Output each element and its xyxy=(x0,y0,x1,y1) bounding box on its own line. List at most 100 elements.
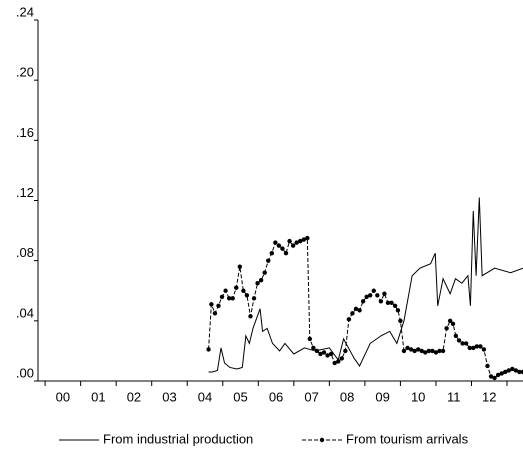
series-marker xyxy=(360,299,366,304)
series-marker xyxy=(412,348,417,354)
series-marker xyxy=(385,300,391,305)
series-marker xyxy=(485,363,490,369)
x-tick-label: 10 xyxy=(411,389,425,404)
series-marker xyxy=(467,345,472,351)
series-marker xyxy=(440,348,446,354)
series-marker xyxy=(251,296,257,301)
series-marker xyxy=(223,288,228,293)
series-marker xyxy=(266,258,271,263)
series-marker xyxy=(226,296,232,301)
series-marker xyxy=(364,294,369,299)
series-marker xyxy=(426,348,432,354)
series-marker xyxy=(389,300,394,305)
series-marker xyxy=(378,299,384,304)
series-marker xyxy=(206,347,211,352)
series-marker xyxy=(401,348,407,354)
series-marker xyxy=(343,348,348,354)
series-marker xyxy=(350,311,355,316)
series-marker xyxy=(430,348,435,354)
series-marker xyxy=(301,237,306,242)
series-marker xyxy=(368,293,373,298)
series-marker xyxy=(357,308,362,313)
series-marker xyxy=(325,353,330,358)
series-marker xyxy=(305,235,310,241)
series-marker xyxy=(371,288,376,293)
y-tick-label: .24 xyxy=(16,4,34,19)
series-marker xyxy=(258,278,264,283)
legend-label: From industrial production xyxy=(103,431,253,446)
series-marker xyxy=(321,350,327,355)
y-tick-label: .16 xyxy=(16,125,34,140)
series-marker xyxy=(269,250,274,256)
series-marker xyxy=(478,344,483,349)
series-line xyxy=(208,197,523,373)
legend-marker xyxy=(319,437,325,443)
series-marker xyxy=(353,306,359,311)
x-tick-label: 06 xyxy=(269,389,283,404)
y-tick-label: .20 xyxy=(16,65,34,80)
series-marker xyxy=(382,291,387,296)
series-marker xyxy=(262,270,267,275)
x-tick-label: 11 xyxy=(447,389,461,404)
series-marker xyxy=(290,243,296,248)
series-marker xyxy=(503,369,508,375)
series-marker xyxy=(513,368,519,373)
series-marker xyxy=(444,326,449,331)
series-marker xyxy=(248,314,253,319)
series-marker xyxy=(419,348,424,354)
series-marker xyxy=(517,369,522,375)
y-tick-label: .04 xyxy=(16,305,34,320)
series-marker xyxy=(294,240,299,245)
x-tick-label: 08 xyxy=(340,389,354,404)
series-marker xyxy=(328,351,334,357)
series-marker xyxy=(495,372,501,378)
x-tick-label: 09 xyxy=(375,389,389,404)
series-marker xyxy=(314,348,320,354)
series-marker xyxy=(474,344,480,349)
series-marker xyxy=(456,338,462,343)
series-marker xyxy=(273,240,278,245)
y-tick-label: .12 xyxy=(16,185,34,200)
series-marker xyxy=(318,351,323,357)
series-marker xyxy=(375,293,380,298)
series-marker xyxy=(395,308,401,313)
series-marker xyxy=(460,341,465,346)
x-tick-label: 07 xyxy=(304,389,318,404)
series-marker xyxy=(307,336,313,342)
x-tick-label: 05 xyxy=(233,389,247,404)
series-marker xyxy=(339,356,344,361)
x-tick-label: 02 xyxy=(127,389,141,404)
x-tick-label: 04 xyxy=(198,389,212,404)
series-marker xyxy=(234,285,239,290)
series-marker xyxy=(346,317,352,322)
series-marker xyxy=(212,311,218,316)
series-marker xyxy=(506,368,511,373)
series-marker xyxy=(398,318,403,324)
series-marker xyxy=(433,350,439,355)
legend: From industrial production From tourism a… xyxy=(59,431,469,446)
series-marker xyxy=(244,293,250,298)
series-marker xyxy=(423,350,428,355)
series-marker xyxy=(415,347,421,352)
series-marker xyxy=(276,243,282,248)
x-tick-label: 01 xyxy=(91,389,105,404)
series-marker xyxy=(255,281,260,286)
x-tick-label: 12 xyxy=(482,389,496,404)
x-tick-label: 03 xyxy=(162,389,176,404)
series-marker xyxy=(298,238,303,244)
series-marker xyxy=(241,288,246,293)
series-marker xyxy=(450,321,456,327)
series-marker xyxy=(311,345,316,351)
series-marker xyxy=(488,374,494,379)
legend-label: From tourism arrivals xyxy=(346,431,469,446)
series-marker xyxy=(492,375,497,381)
series-marker xyxy=(219,294,225,299)
series-marker xyxy=(408,347,414,352)
series-marker xyxy=(481,347,487,352)
series-marker xyxy=(237,264,243,269)
series-marker xyxy=(230,296,235,301)
series-marker xyxy=(520,369,523,375)
series-marker xyxy=(499,371,504,376)
series-marker xyxy=(510,366,515,372)
series-marker xyxy=(453,333,459,339)
